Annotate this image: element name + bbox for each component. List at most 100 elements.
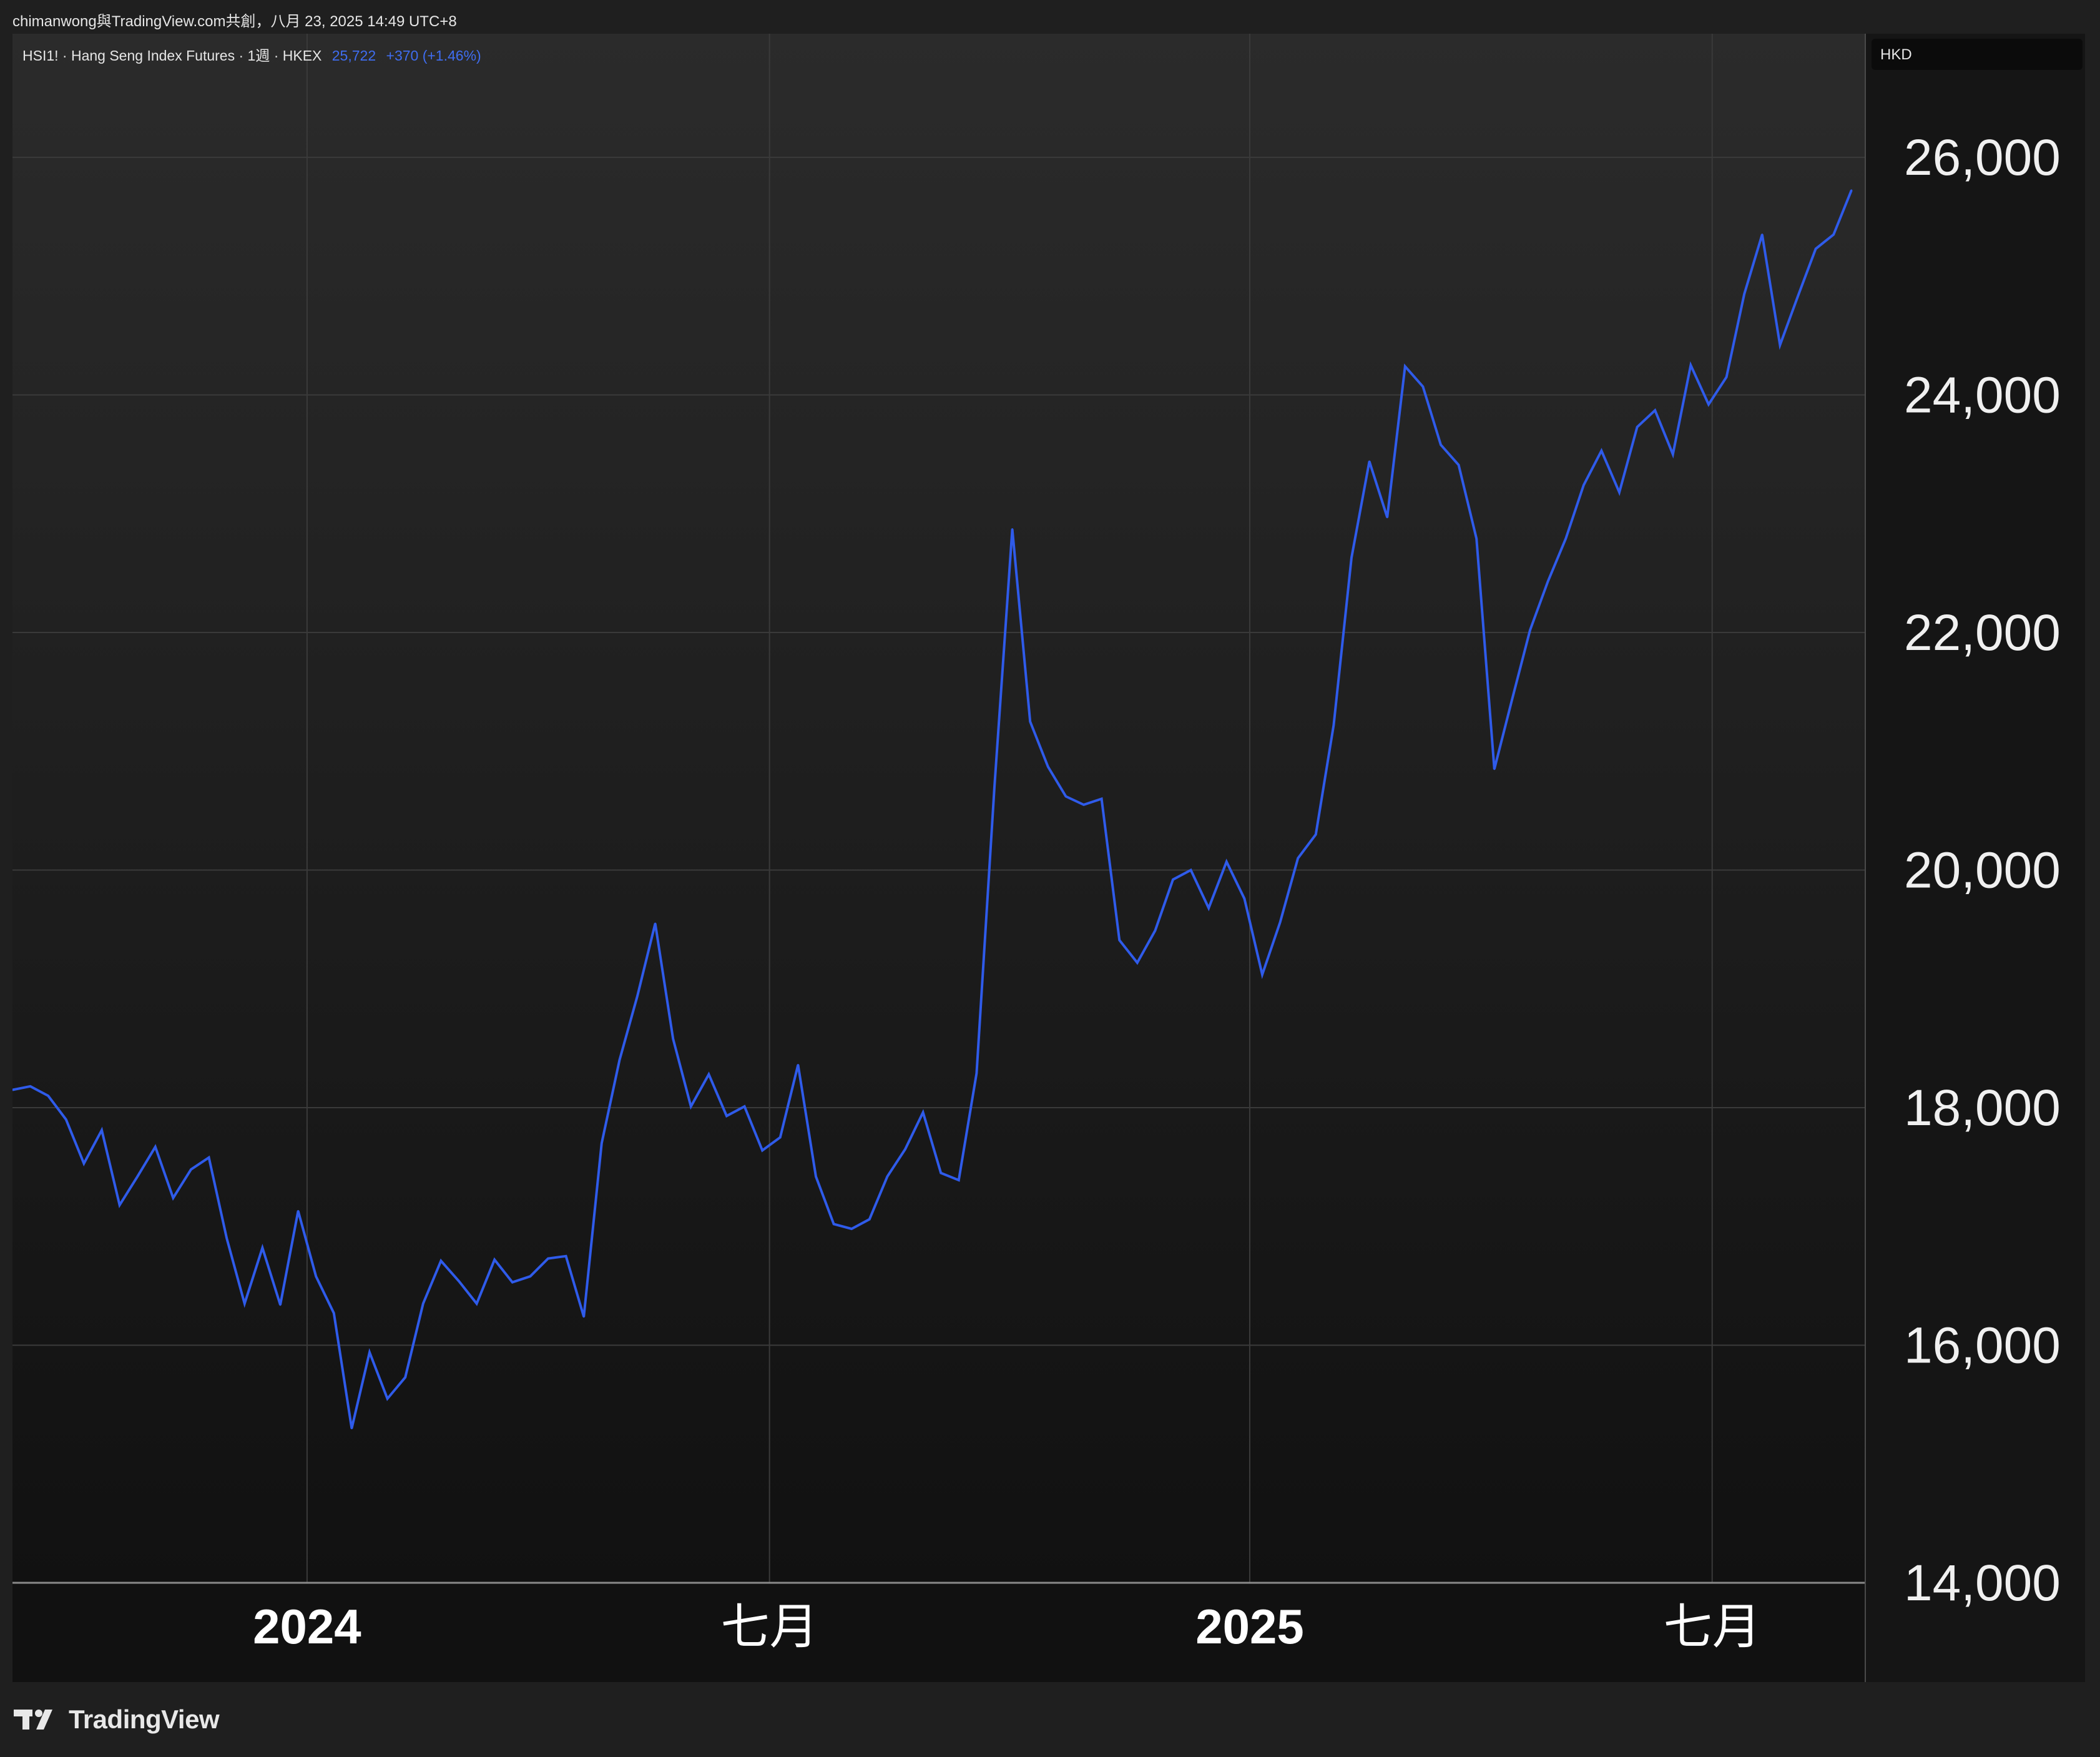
time-axis-band[interactable] (12, 1583, 1865, 1682)
price-point (511, 1281, 514, 1284)
price-point (636, 995, 639, 997)
price-point (154, 1146, 157, 1148)
price-point (833, 1223, 835, 1225)
price-point (1190, 869, 1192, 871)
symbol-legend[interactable]: HSI1! · Hang Seng Index Futures · 1週 · H… (22, 44, 481, 65)
price-point (1458, 464, 1460, 466)
price-point (47, 1095, 49, 1097)
price-point (136, 1175, 139, 1178)
price-point (1207, 907, 1210, 909)
price-point (279, 1304, 282, 1306)
price-point (868, 1218, 871, 1221)
price-point (779, 1136, 782, 1139)
price-point (1689, 364, 1692, 367)
price-point (922, 1111, 925, 1114)
price-point (333, 1312, 335, 1314)
price-point (1225, 860, 1228, 863)
price-point (975, 1072, 978, 1075)
price-point (261, 1246, 263, 1249)
price-point (940, 1172, 942, 1174)
price-point (1047, 765, 1049, 768)
price-change: +370 (+1.46%) (386, 47, 481, 64)
price-point (208, 1156, 210, 1159)
last-price: 25,722 (331, 47, 376, 64)
price-point (529, 1275, 531, 1277)
x-tick-label: 七月 (721, 1599, 818, 1654)
price-point (707, 1073, 710, 1076)
price-point (1547, 580, 1549, 583)
price-point (439, 1259, 442, 1262)
price-point (1332, 724, 1335, 726)
price-point (29, 1085, 32, 1088)
price-point (1493, 768, 1496, 770)
price-point (1154, 930, 1156, 932)
price-point (582, 1316, 585, 1318)
price-point (1064, 795, 1067, 798)
price-point (476, 1302, 478, 1305)
price-point (1297, 857, 1299, 859)
chart-panel[interactable]: 14,000 16,000 18,000 20,000 22,000 24,000 26,0… (12, 34, 2085, 1682)
header-bar: chimanwong與TradingView.com共創，八月 23, 2025… (0, 0, 2100, 34)
x-tick-label: 七月 (1664, 1599, 1761, 1654)
price-point (1654, 409, 1656, 411)
price-point (225, 1237, 228, 1239)
price-point (1636, 426, 1639, 428)
price-point (601, 1142, 603, 1144)
price-point (1261, 973, 1263, 976)
price-point (493, 1259, 496, 1261)
price-point (458, 1280, 460, 1282)
price-point (1707, 403, 1710, 406)
currency-badge[interactable]: HKD (1872, 39, 2083, 70)
price-point (886, 1175, 888, 1178)
price-point (1421, 385, 1424, 388)
price-point (297, 1210, 300, 1213)
price-point (1797, 295, 1799, 298)
symbol-description: HSI1! · Hang Seng Index Futures · 1週 · H… (22, 47, 322, 64)
y-tick-label: 18,000 (1904, 1080, 2061, 1136)
price-point (1672, 453, 1674, 456)
tradingview-logo[interactable]: TradingView (14, 1705, 220, 1735)
price-point (1118, 939, 1121, 942)
price-point (1404, 365, 1406, 368)
price-point (690, 1105, 692, 1108)
price-point (1618, 491, 1621, 494)
price-point (1743, 293, 1745, 295)
price-point (904, 1148, 906, 1151)
price-point (243, 1302, 246, 1305)
x-tick-label: 2024 (253, 1599, 361, 1654)
price-point (1761, 234, 1764, 236)
y-tick-label: 22,000 (1904, 604, 2061, 661)
price-point (1529, 629, 1531, 631)
price-point (1440, 443, 1442, 446)
price-point (1475, 538, 1478, 540)
price-point (82, 1162, 85, 1164)
price-point (350, 1427, 353, 1430)
price-point (1815, 247, 1817, 250)
x-tick-label: 2025 (1195, 1599, 1304, 1654)
price-point (1279, 921, 1282, 923)
price-point (654, 922, 657, 925)
price-line[interactable] (12, 190, 1853, 1429)
price-point (743, 1105, 746, 1108)
price-point (1082, 804, 1085, 806)
price-point (1850, 189, 1853, 192)
price-point (850, 1228, 853, 1230)
price-point (1832, 234, 1835, 236)
price-point (1725, 376, 1728, 378)
attribution-text: chimanwong與TradingView.com共創，八月 23, 2025… (12, 13, 457, 30)
price-point (1101, 797, 1103, 800)
price-axis-band[interactable] (1865, 34, 2085, 1682)
price-point (190, 1168, 192, 1171)
price-point (386, 1397, 389, 1400)
price-point (797, 1064, 799, 1066)
price-point (1600, 450, 1602, 452)
price-point (119, 1204, 121, 1206)
price-point (101, 1129, 103, 1131)
price-chart[interactable]: 14,000 16,000 18,000 20,000 22,000 24,000 26,0… (12, 34, 2085, 1682)
footer-bar (0, 1682, 2100, 1757)
price-point (65, 1118, 67, 1121)
price-point (547, 1257, 549, 1260)
price-point (1350, 556, 1353, 559)
price-point (1136, 962, 1139, 964)
price-point (1582, 484, 1585, 486)
